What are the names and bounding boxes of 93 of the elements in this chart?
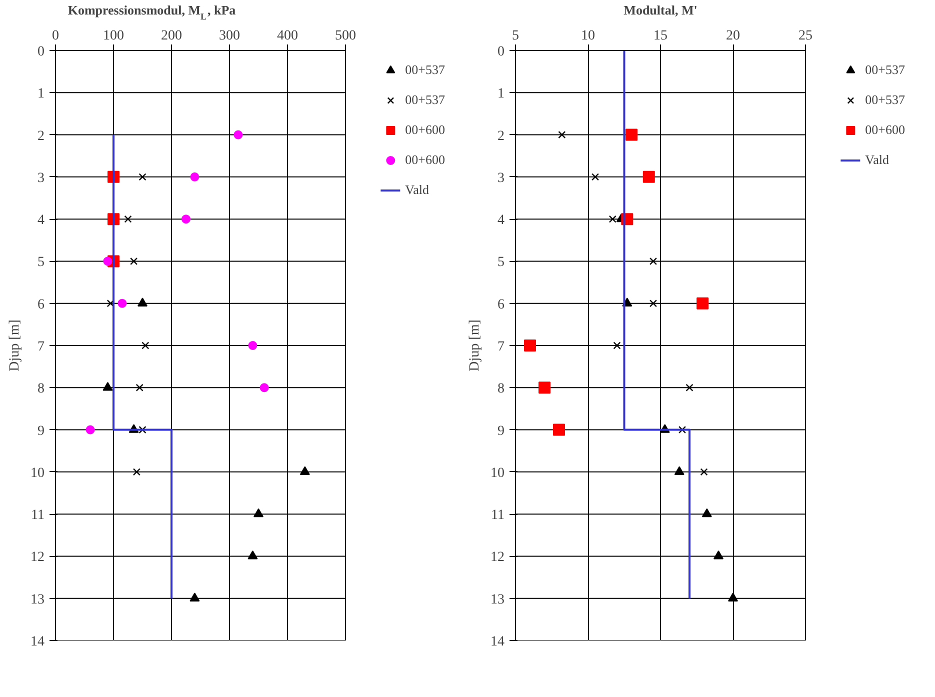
y-axis-title: Djup [m]	[468, 320, 482, 372]
y-tick-label: 10	[30, 466, 44, 481]
point	[728, 592, 738, 602]
x-tick-label: 300	[219, 28, 240, 44]
x-tick-label: 0	[52, 28, 59, 44]
y-tick-label: 5	[498, 255, 504, 270]
y-tick-label: 11	[31, 508, 45, 524]
point	[190, 592, 200, 602]
point	[553, 424, 565, 436]
point	[626, 128, 638, 141]
y-tick-label: 12	[490, 550, 504, 566]
point	[696, 297, 709, 310]
point	[254, 508, 264, 518]
y-tick-label: 4	[498, 213, 504, 228]
point	[86, 425, 95, 434]
x-tick-label: 25	[798, 28, 812, 44]
y-tick-label: 14	[30, 634, 44, 650]
point	[649, 300, 658, 308]
point	[234, 130, 243, 140]
x-tick-label: 200	[161, 28, 182, 44]
point	[608, 215, 616, 223]
point	[642, 170, 655, 183]
y-tick-label: 2	[38, 128, 44, 144]
y-tick-label: 5	[38, 255, 44, 270]
legend-label: 00+537	[865, 92, 905, 108]
y-tick-label: 13	[30, 592, 44, 608]
point	[649, 257, 658, 265]
y-tick-label: 11	[491, 508, 505, 524]
y-tick-label: 8	[38, 382, 44, 397]
x-tick-label: 400	[277, 28, 298, 44]
legend-label: 00+537	[405, 92, 445, 108]
point	[678, 426, 686, 434]
legend-label: Vald	[865, 152, 889, 168]
legend-label: 00+537	[865, 62, 905, 78]
y-tick-label: 0	[498, 44, 504, 60]
y-tick-label: 9	[38, 424, 44, 439]
point	[686, 384, 694, 392]
y-tick-label: 0	[38, 44, 44, 60]
y-tick-label: 7	[498, 340, 504, 354]
y-tick-label: 6	[498, 297, 504, 312]
y-tick-label: 9	[498, 424, 504, 439]
y-tick-label: 13	[490, 592, 504, 608]
point	[538, 382, 550, 394]
point	[130, 257, 138, 265]
point	[300, 466, 310, 476]
point	[138, 173, 146, 181]
point	[103, 256, 112, 266]
point	[190, 172, 200, 182]
y-tick-label: 3	[498, 170, 504, 186]
chart-title: Modultal, M'	[624, 2, 698, 18]
point	[138, 298, 148, 306]
y-axis-title: Djup [m]	[8, 320, 22, 372]
y-tick-label: 1	[38, 86, 44, 102]
y-tick-label: 14	[490, 634, 504, 650]
point	[524, 340, 536, 352]
y-tick-label: 7	[38, 340, 44, 354]
point	[124, 215, 132, 223]
point	[613, 342, 621, 350]
y-tick-label: 3	[38, 170, 44, 186]
point	[182, 214, 190, 224]
y-tick-label: 2	[498, 128, 504, 144]
x-tick-label: 500	[335, 28, 356, 44]
y-tick-label: 8	[498, 382, 504, 397]
x-tick-label: 20	[726, 28, 740, 44]
point	[248, 550, 258, 560]
point	[700, 468, 708, 476]
point	[136, 384, 144, 392]
point	[138, 426, 146, 434]
legend-label: 00+537	[405, 62, 445, 78]
point	[132, 468, 140, 476]
point	[260, 383, 269, 392]
point	[714, 550, 724, 560]
y-tick-label: 1	[498, 86, 504, 102]
y-tick-label: 4	[38, 213, 44, 228]
point	[118, 298, 127, 308]
x-tick-label: 15	[654, 28, 668, 44]
legend-label: Vald	[405, 182, 429, 198]
legend-label: 00+600	[405, 152, 445, 168]
y-tick-label: 10	[490, 466, 504, 481]
legend-label: 00+600	[405, 122, 445, 138]
point	[558, 131, 566, 139]
x-tick-label: 10	[581, 28, 595, 44]
y-tick-label: 12	[30, 550, 44, 566]
point	[248, 341, 258, 350]
point	[702, 508, 712, 518]
x-tick-label: 100	[103, 28, 124, 44]
legend-label: 00+600	[865, 122, 905, 138]
y-tick-label: 6	[38, 297, 44, 312]
point	[102, 382, 113, 391]
x-tick-label: 5	[512, 28, 519, 44]
point	[674, 466, 684, 476]
point	[142, 342, 150, 350]
point	[591, 173, 600, 181]
